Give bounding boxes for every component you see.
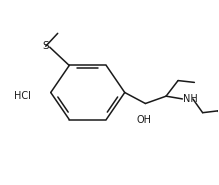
Text: NH: NH xyxy=(183,94,198,104)
Text: HCl: HCl xyxy=(14,91,31,101)
Text: OH: OH xyxy=(137,115,152,125)
Text: S: S xyxy=(42,41,49,51)
